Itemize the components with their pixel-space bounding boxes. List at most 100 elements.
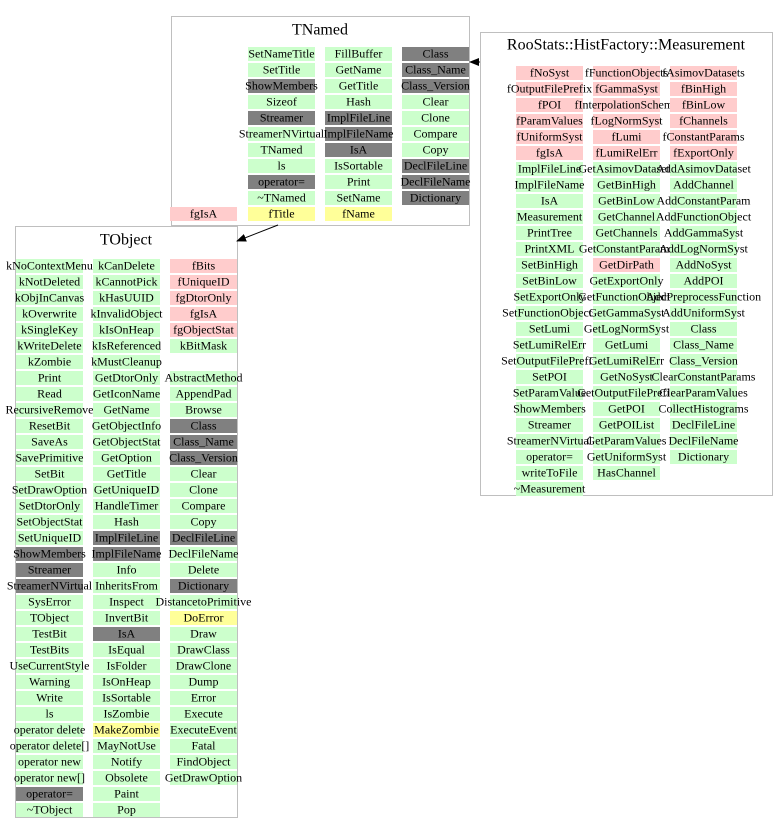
member-label: GetUniformSyst [587,449,667,463]
member-cell [593,322,660,336]
member-label: kCannotPick [96,274,158,288]
member-cell [670,274,737,288]
member-label: UseCurrentStyle [10,658,90,672]
member-label: Class [422,46,448,60]
member-cell [670,322,737,336]
member-cell [170,627,237,641]
member-label: Obsolete [105,770,148,784]
member-label: SetDtorOnly [19,498,80,512]
member-cell [16,323,83,337]
member-label: IsSortable [102,690,151,704]
member-cell [93,435,160,449]
member-cell [670,354,737,368]
member-label: DeclFileLine [172,530,235,544]
member-label: Inspect [109,594,144,608]
member-cell [16,547,83,561]
member-cell [93,499,160,513]
member-cell [93,659,160,673]
member-label: AddGammaSyst [664,225,744,239]
member-label: Dictionary [410,190,461,204]
member-cell [170,707,237,721]
member-cell [93,771,160,785]
member-cell [93,387,160,401]
member-label: ResetBit [29,418,71,432]
member-cell [170,371,237,385]
member-label: Paint [114,786,139,800]
member-cell [16,675,83,689]
member-cell [670,162,737,176]
member-label: fParamValues [516,113,583,127]
member-cell [248,159,315,173]
member-label: fgIsA [190,206,218,220]
member-cell [516,354,583,368]
member-label: kSingleKey [21,322,78,336]
member-label: DeclFileName [669,433,739,447]
member-label: SetBit [34,466,65,480]
member-cell [593,194,660,208]
member-label: kIsOnHeap [99,322,154,336]
member-label: Copy [190,514,216,528]
member-label: Clone [421,110,450,124]
member-cell [670,242,737,256]
member-cell [93,595,160,609]
member-cell [16,307,83,321]
member-cell [325,79,392,93]
member-cell [516,226,583,240]
member-cell [170,207,237,221]
member-cell [593,370,660,384]
member-cell [93,755,160,769]
member-cell [16,787,83,801]
member-cell [670,258,737,272]
member-label: fAsimovDatasets [662,65,745,79]
member-cell [16,531,83,545]
member-cell [516,194,583,208]
member-label: fChannels [679,113,728,127]
member-label: DrawClass [177,642,230,656]
member-label: kWriteDelete [17,338,81,352]
member-label: RecursiveRemove [6,402,94,416]
member-cell [16,419,83,433]
member-cell [516,466,583,480]
member-label: ~TNamed [257,190,305,204]
member-cell [325,127,392,141]
member-cell [170,739,237,753]
member-cell [16,483,83,497]
member-label: IsA [118,626,136,640]
member-cell [516,130,583,144]
member-label: TestBits [30,642,69,656]
member-label: ClearConstantParams [652,369,756,383]
member-cell [248,95,315,109]
member-label: kObjInCanvas [15,290,85,304]
member-label: operator= [526,449,573,463]
member-label: ls [45,706,53,720]
member-label: GetObjectStat [93,434,162,448]
member-label: ImplFileLine [518,161,581,175]
member-label: Clear [191,466,217,480]
member-label: Compare [182,498,226,512]
member-label: ImplFileName [324,126,394,140]
member-label: PrintXML [524,241,574,255]
member-cell [670,434,737,448]
member-cell [516,114,583,128]
member-label: kNotDeleted [19,274,80,288]
member-label: GetName [336,62,382,76]
member-label: fLumiRelErr [596,145,658,159]
member-cell [402,159,469,173]
member-cell [402,175,469,189]
member-label: Info [117,562,137,576]
member-label: fFunctionObjects [585,65,669,79]
member-label: GetBinLow [598,193,655,207]
member-label: IsZombie [104,706,150,720]
member-cell [170,563,237,577]
member-cell [93,355,160,369]
member-label: IsA [350,142,368,156]
member-cell [93,419,160,433]
member-label: IsOnHeap [102,674,151,688]
member-label: kZombie [28,354,71,368]
member-label: operator new [18,754,81,768]
member-cell [170,691,237,705]
member-cell [670,178,737,192]
member-label: GetOutputFilePrefix [577,385,676,399]
member-cell [325,63,392,77]
